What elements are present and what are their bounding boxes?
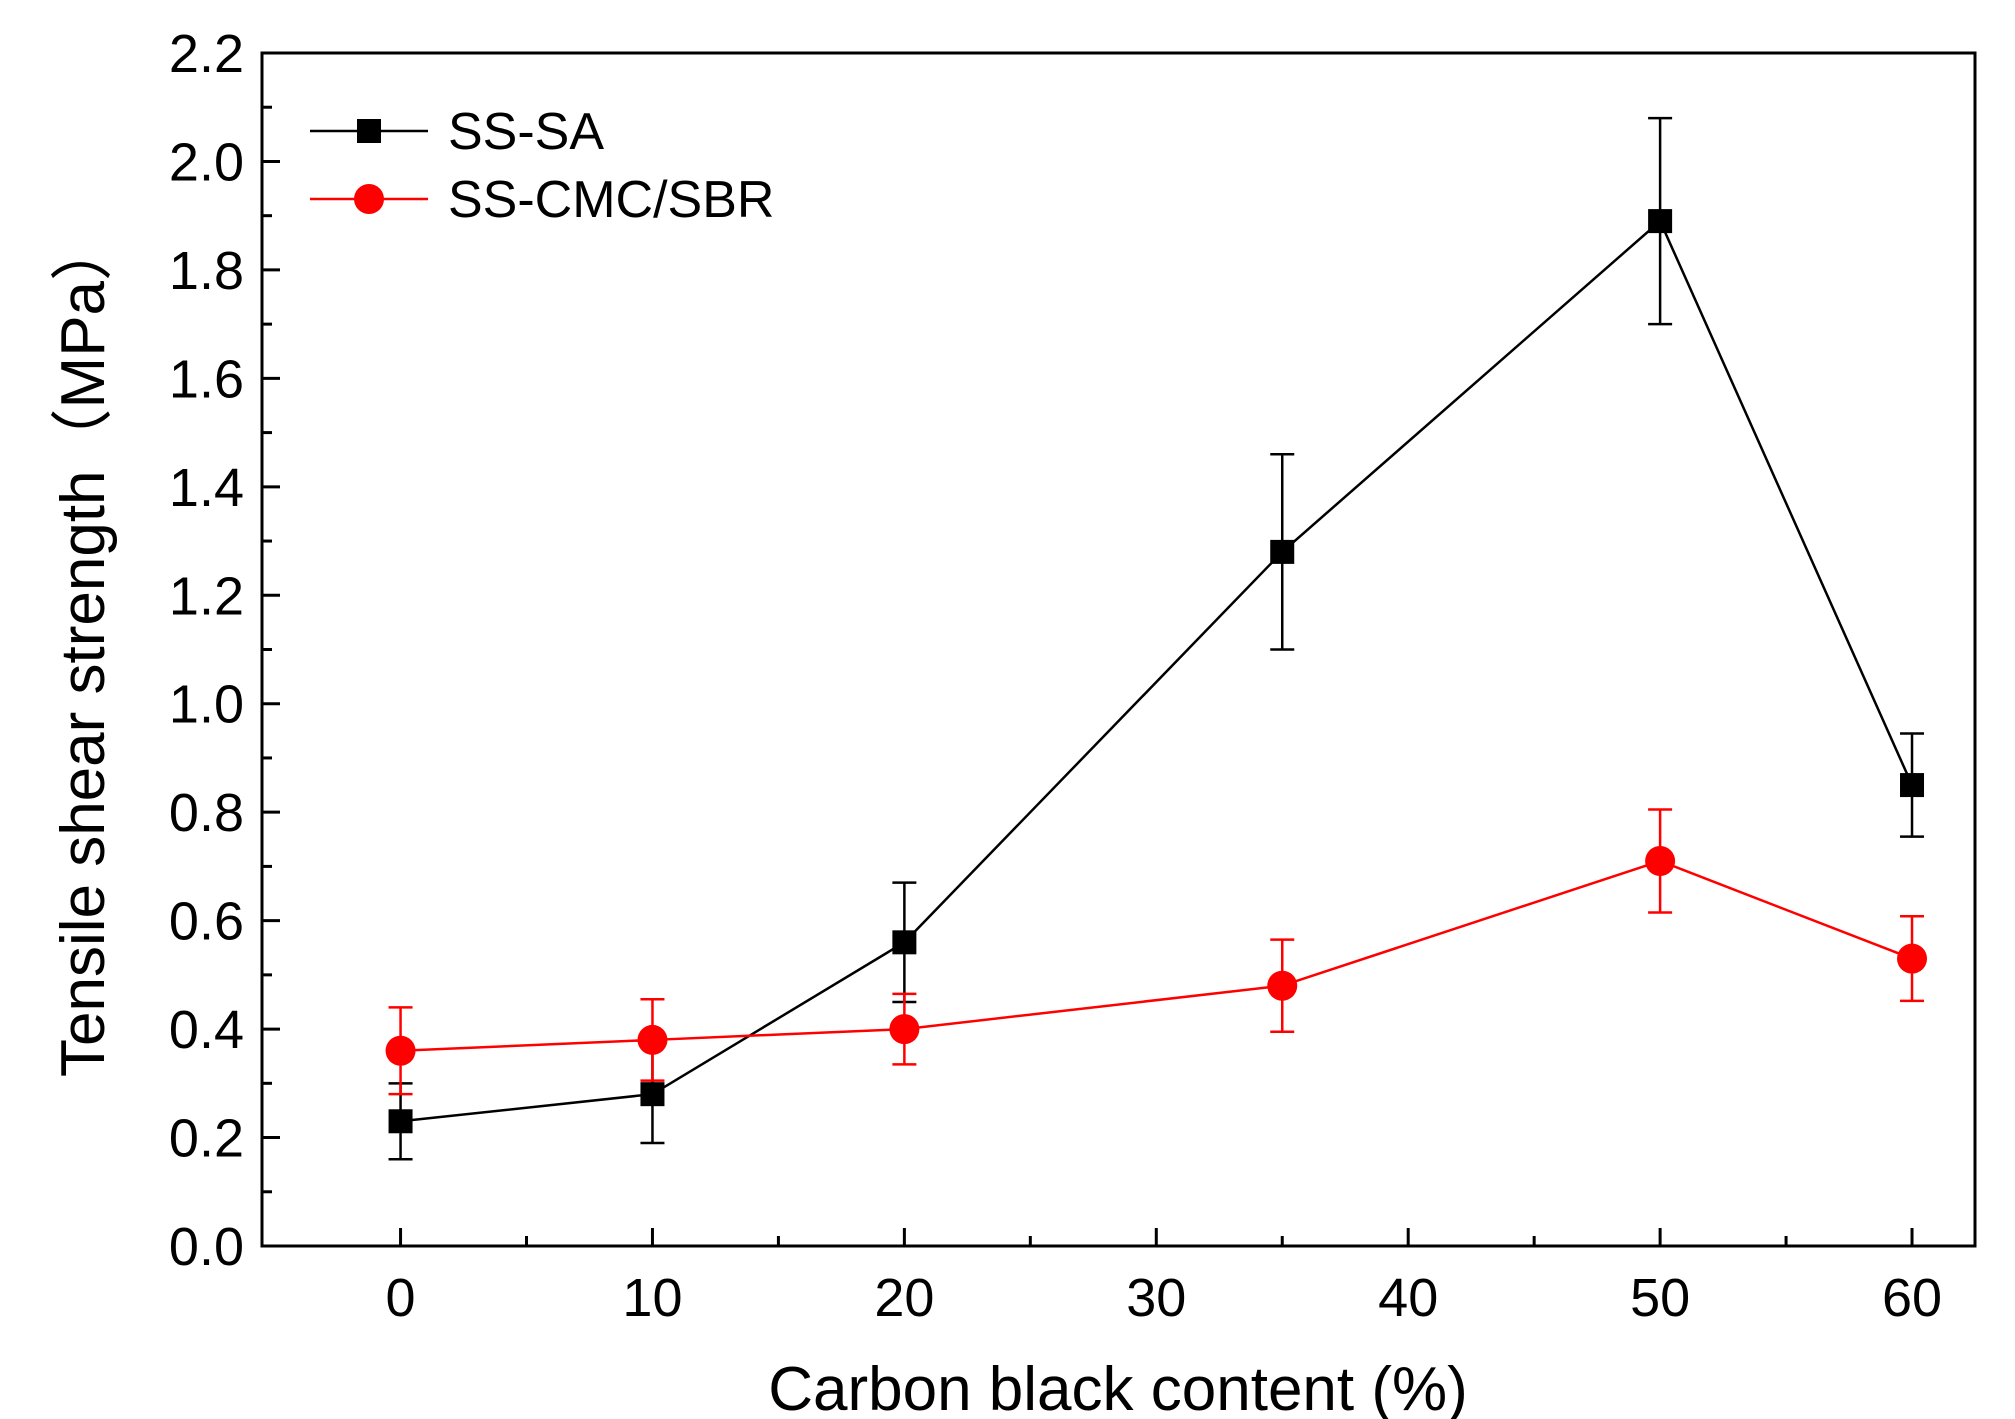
series-line-ss-cmc-sbr <box>400 859 1913 1053</box>
y-tick-label: 0.4 <box>169 1000 244 1060</box>
y-tick-label: 0.6 <box>169 892 244 952</box>
y-tick-label: 0.8 <box>169 783 244 843</box>
series-line-ss-sa <box>400 219 1914 1123</box>
x-tick-label: 20 <box>874 1268 934 1328</box>
plot-content <box>385 116 1928 1161</box>
data-point-ss-cmc-sbr <box>385 1035 416 1066</box>
x-tick-label: 10 <box>622 1268 682 1328</box>
y-axis-title: Tensile shear strength（MPa） <box>49 219 118 1077</box>
x-tick-label: 50 <box>1630 1268 1690 1328</box>
legend-label-ss-sa: SS-SA <box>448 103 604 161</box>
y-tick-label: 1.8 <box>169 241 244 301</box>
y-tick-label: 1.2 <box>169 566 244 626</box>
x-axis-title: Carbon black content (%) <box>768 1355 1468 1419</box>
data-point-ss-cmc-sbr <box>1645 845 1676 876</box>
data-point-ss-sa <box>640 1082 665 1107</box>
data-point-ss-cmc-sbr <box>637 1024 668 1055</box>
legend-marker-ss-sa <box>357 119 381 143</box>
y-tick-label: 1.6 <box>169 349 244 409</box>
data-point-ss-cmc-sbr <box>889 1014 920 1045</box>
y-tick-label: 0.0 <box>169 1217 244 1277</box>
legend-label-ss-cmc-sbr: SS-CMC/SBR <box>448 171 774 229</box>
y-tick-label: 2.2 <box>169 24 244 84</box>
x-tick-label: 40 <box>1378 1268 1438 1328</box>
y-tick-label: 2.0 <box>169 132 244 192</box>
data-point-ss-cmc-sbr <box>1267 970 1298 1001</box>
data-point-ss-sa <box>1648 209 1673 234</box>
series-ss-cmc-sbr <box>385 808 1928 1096</box>
data-point-ss-sa <box>388 1109 413 1134</box>
y-tick-label: 0.2 <box>169 1109 244 1169</box>
y-tick-label: 1.4 <box>169 458 244 518</box>
x-tick-label: 60 <box>1882 1268 1942 1328</box>
legend: SS-SA SS-CMC/SBR <box>310 103 774 229</box>
x-tick-label: 0 <box>386 1268 416 1328</box>
data-point-ss-cmc-sbr <box>1897 943 1928 974</box>
series-ss-sa <box>388 116 1925 1161</box>
axis-ticks: 0 10 20 30 40 50 60 0.0 0.2 0.4 0.6 0.8 1.0 1.2 1.4 1.6… <box>169 24 1942 1328</box>
data-point-ss-sa <box>1900 773 1925 798</box>
data-point-ss-sa <box>892 930 917 955</box>
y-tick-label: 1.0 <box>169 675 244 735</box>
legend-marker-ss-cmc-sbr <box>354 184 384 214</box>
data-point-ss-sa <box>1270 539 1295 564</box>
x-tick-label: 30 <box>1126 1268 1186 1328</box>
